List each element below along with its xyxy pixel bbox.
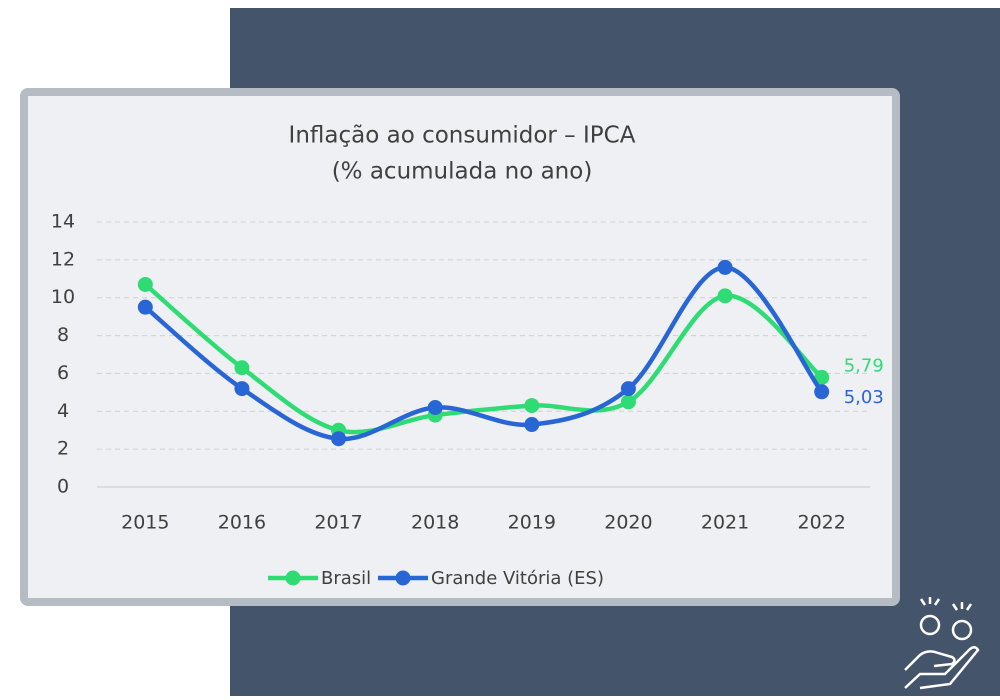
data-point — [717, 288, 733, 304]
x-tick-label: 2019 — [508, 512, 556, 534]
legend-label: Brasil — [321, 568, 371, 589]
chart-card — [20, 88, 900, 606]
data-point — [234, 360, 250, 376]
y-tick-label: 6 — [57, 362, 69, 384]
data-point — [717, 259, 733, 275]
x-tick-label: 2018 — [411, 512, 459, 534]
legend-marker — [285, 570, 301, 586]
data-label: 5,79 — [844, 355, 884, 376]
data-label: 5,03 — [844, 387, 884, 408]
data-point — [234, 381, 250, 397]
data-point — [814, 369, 830, 385]
y-tick-label: 12 — [51, 248, 75, 270]
y-tick-label: 4 — [57, 400, 69, 422]
y-tick-label: 10 — [51, 286, 75, 308]
x-tick-label: 2015 — [121, 512, 169, 534]
data-point — [524, 398, 540, 414]
chart-title: Inflação ao consumidor – IPCA — [289, 123, 636, 149]
x-tick-label: 2020 — [604, 512, 652, 534]
legend-label: Grande Vitória (ES) — [431, 568, 604, 589]
data-point — [814, 384, 830, 400]
data-point — [524, 417, 540, 433]
legend-marker — [395, 570, 411, 586]
data-point — [620, 394, 636, 410]
y-tick-label: 14 — [51, 211, 75, 233]
data-point — [137, 299, 153, 315]
x-tick-label: 2021 — [701, 512, 749, 534]
y-tick-label: 2 — [57, 438, 69, 460]
x-tick-label: 2016 — [218, 512, 266, 534]
data-point — [427, 400, 443, 415]
y-tick-label: 8 — [57, 324, 69, 346]
data-point — [137, 276, 153, 292]
data-point — [331, 431, 347, 447]
data-point — [620, 381, 636, 397]
chart-subtitle: (% acumulada no ano) — [332, 159, 593, 185]
x-tick-label: 2022 — [798, 512, 846, 534]
money-icon — [904, 597, 980, 690]
x-tick-label: 2017 — [314, 512, 362, 534]
y-tick-label: 0 — [57, 476, 69, 498]
